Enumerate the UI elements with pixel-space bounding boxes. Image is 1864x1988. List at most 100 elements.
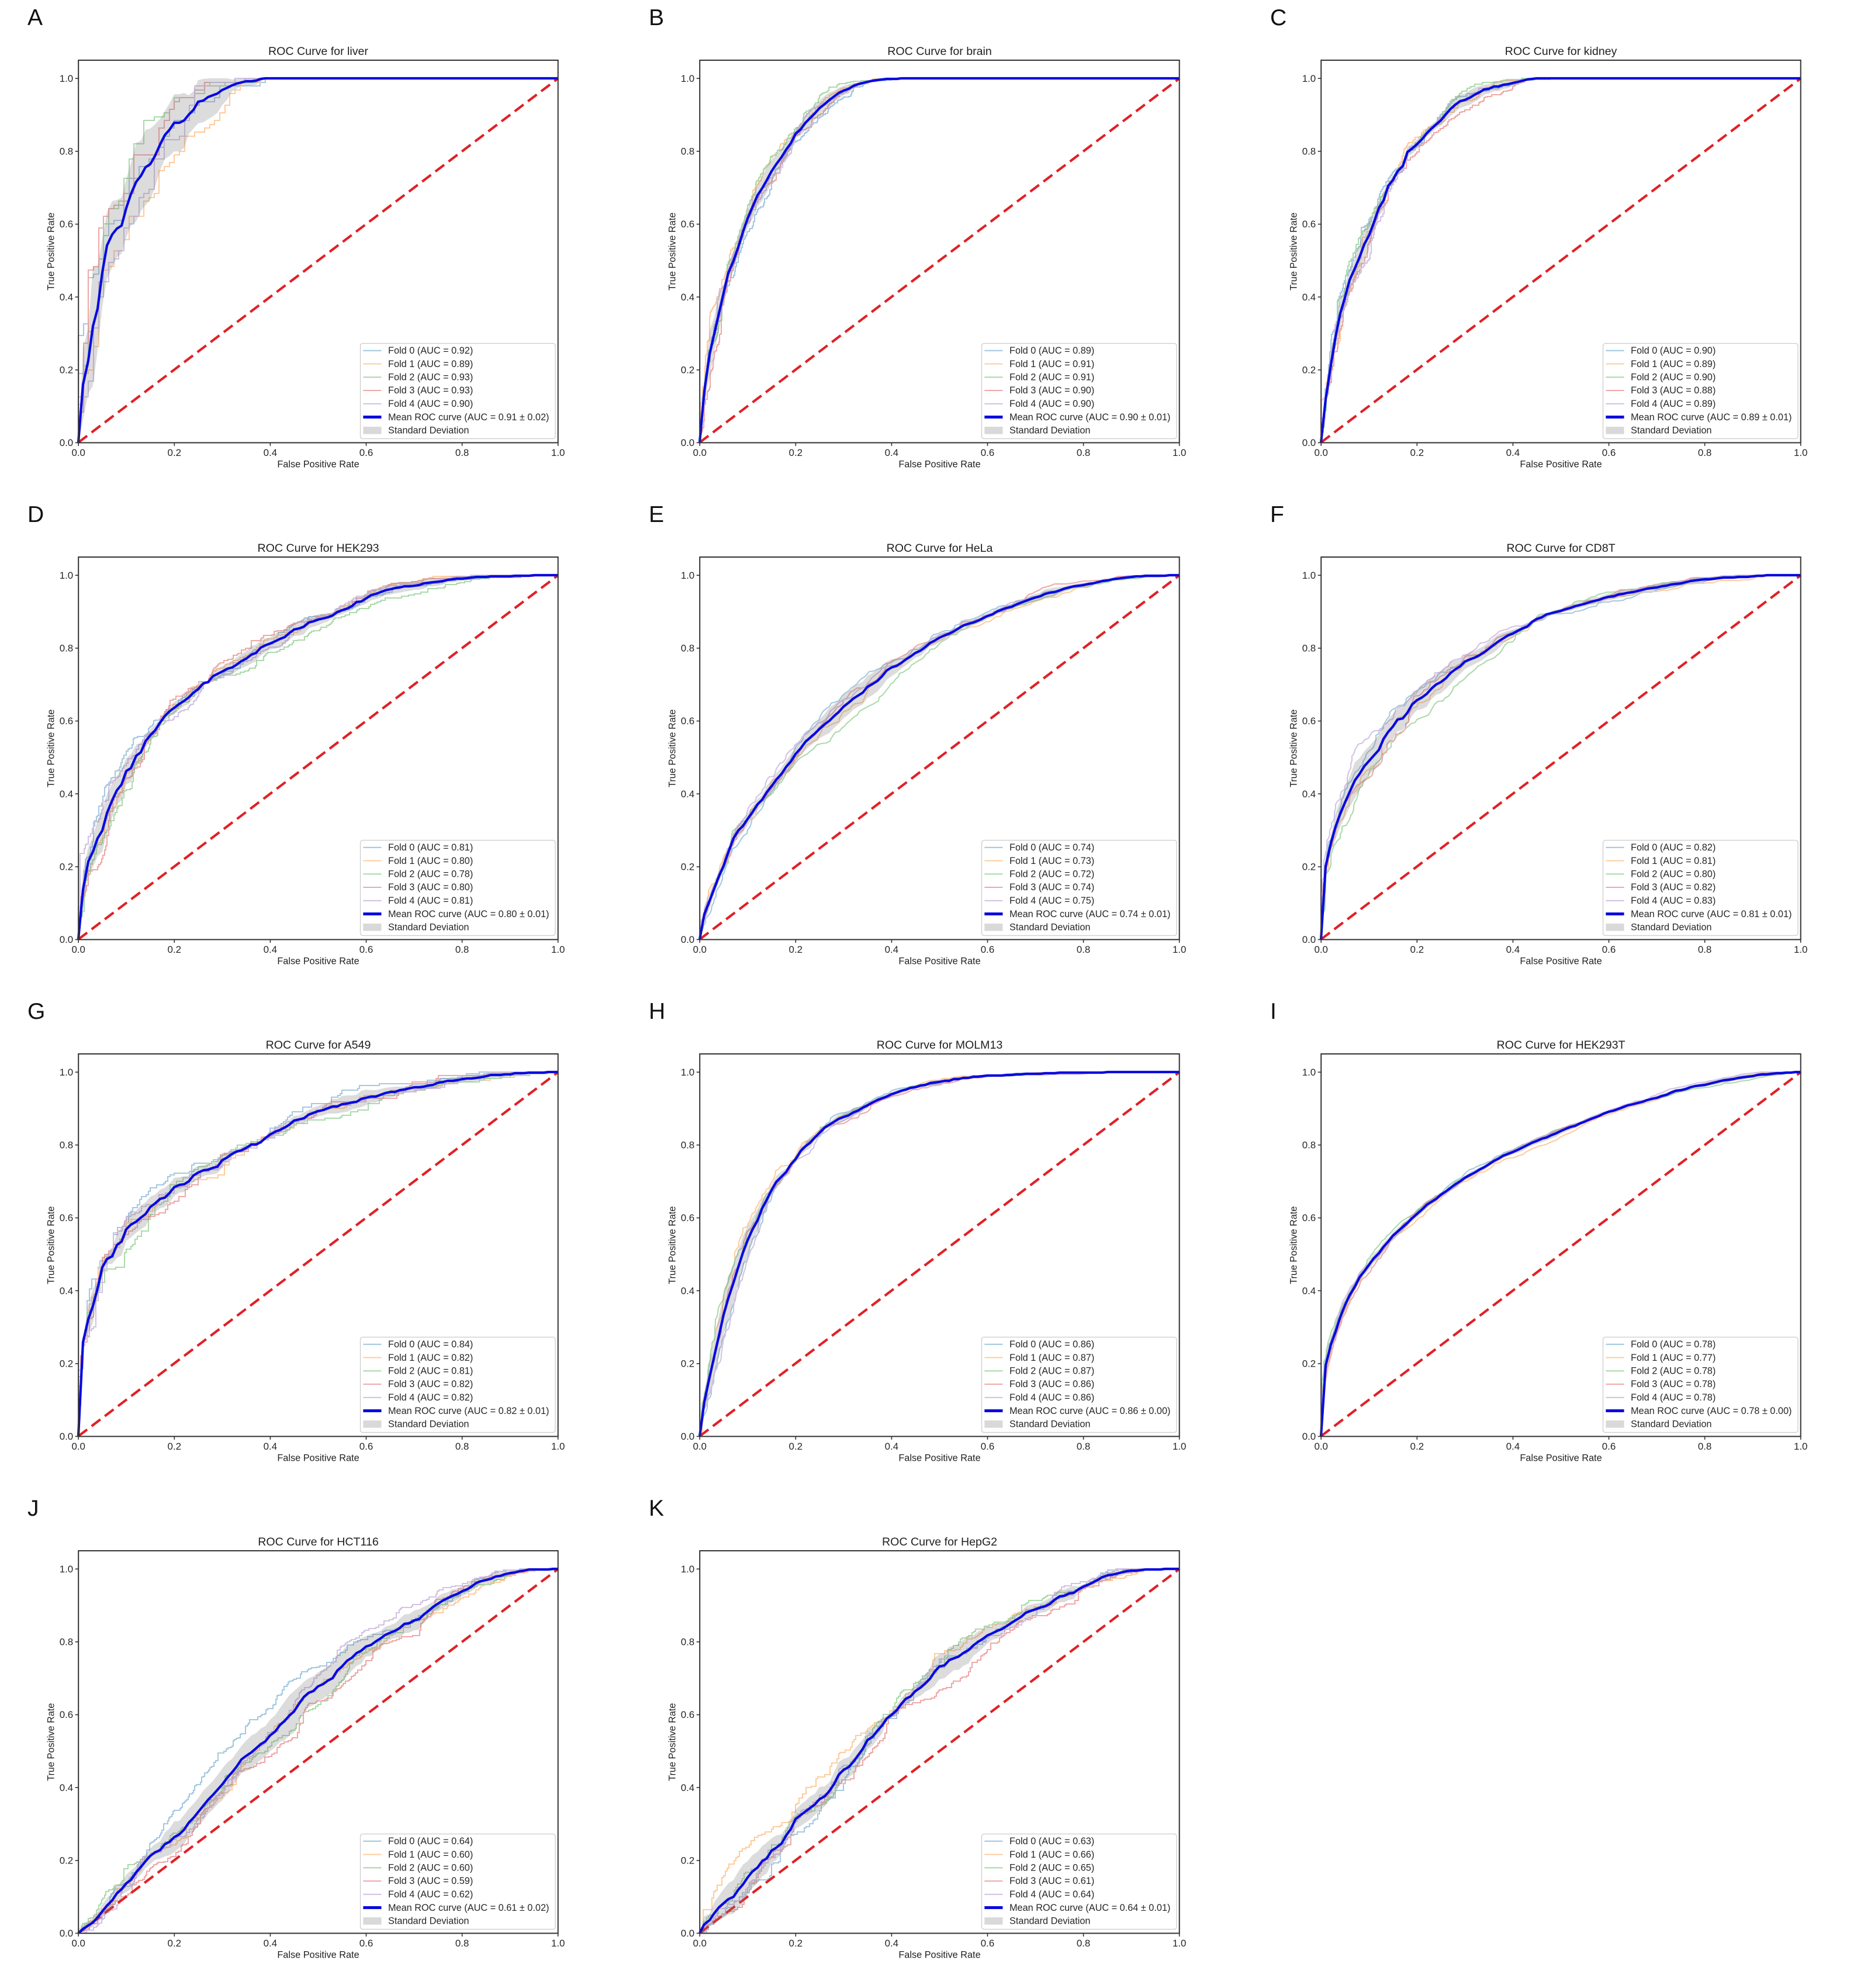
svg-text:Fold 3 (AUC = 0.86): Fold 3 (AUC = 0.86)	[1009, 1379, 1094, 1389]
svg-text:0.4: 0.4	[885, 447, 898, 458]
svg-text:0.6: 0.6	[60, 1709, 73, 1720]
svg-text:False Positive Rate: False Positive Rate	[898, 1950, 980, 1961]
svg-text:0.6: 0.6	[981, 1441, 994, 1452]
svg-text:0.4: 0.4	[60, 292, 73, 303]
svg-text:0.6: 0.6	[60, 715, 73, 727]
svg-text:0.4: 0.4	[1302, 789, 1316, 800]
svg-text:Fold 2 (AUC = 0.78): Fold 2 (AUC = 0.78)	[388, 869, 473, 880]
svg-text:0.4: 0.4	[1506, 1441, 1520, 1452]
svg-text:Fold 0 (AUC = 0.63): Fold 0 (AUC = 0.63)	[1009, 1836, 1094, 1847]
svg-text:0.6: 0.6	[359, 1441, 373, 1452]
svg-text:0.8: 0.8	[455, 447, 469, 458]
svg-text:0.2: 0.2	[60, 365, 73, 376]
svg-text:1.0: 1.0	[60, 73, 73, 84]
svg-text:Fold 3 (AUC = 0.93): Fold 3 (AUC = 0.93)	[388, 385, 473, 396]
svg-text:0.4: 0.4	[681, 789, 694, 800]
svg-text:0.0: 0.0	[1302, 437, 1316, 448]
svg-text:1.0: 1.0	[551, 447, 565, 458]
svg-text:0.0: 0.0	[1314, 447, 1327, 458]
svg-text:Fold 1 (AUC = 0.91): Fold 1 (AUC = 0.91)	[1009, 359, 1094, 369]
svg-text:ROC Curve for HeLa: ROC Curve for HeLa	[887, 542, 993, 555]
svg-text:Fold 0 (AUC = 0.82): Fold 0 (AUC = 0.82)	[1631, 842, 1716, 853]
svg-text:Fold 2 (AUC = 0.90): Fold 2 (AUC = 0.90)	[1631, 372, 1716, 383]
svg-text:0.4: 0.4	[264, 1938, 277, 1949]
svg-text:Fold 4 (AUC = 0.62): Fold 4 (AUC = 0.62)	[388, 1889, 473, 1900]
svg-text:1.0: 1.0	[60, 1067, 73, 1078]
svg-text:0.8: 0.8	[1698, 1441, 1711, 1452]
svg-text:0.2: 0.2	[168, 447, 181, 458]
svg-text:True Positive Rate: True Positive Rate	[668, 710, 678, 787]
svg-text:Fold 1 (AUC = 0.80): Fold 1 (AUC = 0.80)	[388, 856, 473, 866]
svg-text:Standard Deviation: Standard Deviation	[388, 1916, 469, 1927]
svg-text:0.2: 0.2	[168, 944, 181, 955]
svg-text:0.2: 0.2	[789, 1441, 803, 1452]
svg-text:I: I	[1270, 999, 1277, 1024]
svg-text:0.0: 0.0	[60, 934, 73, 945]
svg-text:Standard Deviation: Standard Deviation	[1009, 922, 1090, 933]
svg-text:Fold 2 (AUC = 0.60): Fold 2 (AUC = 0.60)	[388, 1863, 473, 1873]
svg-text:0.0: 0.0	[681, 934, 694, 945]
svg-text:ROC Curve for MOLM13: ROC Curve for MOLM13	[877, 1039, 1003, 1052]
svg-text:0.8: 0.8	[1302, 1140, 1316, 1151]
svg-text:0.4: 0.4	[60, 1285, 73, 1296]
svg-text:Fold 2 (AUC = 0.78): Fold 2 (AUC = 0.78)	[1631, 1366, 1716, 1377]
svg-text:Fold 3 (AUC = 0.74): Fold 3 (AUC = 0.74)	[1009, 882, 1094, 893]
svg-text:Standard Deviation: Standard Deviation	[388, 426, 469, 436]
svg-text:0.4: 0.4	[1302, 292, 1316, 303]
svg-text:Mean ROC curve (AUC = 0.86 ± 0: Mean ROC curve (AUC = 0.86 ± 0.00)	[1009, 1406, 1170, 1416]
svg-text:Fold 3 (AUC = 0.88): Fold 3 (AUC = 0.88)	[1631, 385, 1716, 396]
svg-text:Fold 1 (AUC = 0.87): Fold 1 (AUC = 0.87)	[1009, 1353, 1094, 1363]
svg-text:Fold 3 (AUC = 0.82): Fold 3 (AUC = 0.82)	[1631, 882, 1716, 893]
svg-text:0.6: 0.6	[681, 219, 694, 230]
svg-text:0.4: 0.4	[885, 1938, 898, 1949]
svg-text:0.8: 0.8	[455, 944, 469, 955]
svg-text:Standard Deviation: Standard Deviation	[388, 1419, 469, 1430]
svg-text:0.8: 0.8	[681, 1140, 694, 1151]
svg-text:0.4: 0.4	[1506, 944, 1520, 955]
svg-text:Standard Deviation: Standard Deviation	[388, 922, 469, 933]
svg-text:0.2: 0.2	[1302, 365, 1316, 376]
svg-text:E: E	[649, 502, 664, 527]
svg-text:ROC Curve for HEK293T: ROC Curve for HEK293T	[1497, 1039, 1626, 1052]
svg-text:Fold 1 (AUC = 0.89): Fold 1 (AUC = 0.89)	[388, 359, 473, 369]
svg-text:0.2: 0.2	[681, 1855, 694, 1866]
svg-text:Fold 4 (AUC = 0.78): Fold 4 (AUC = 0.78)	[1631, 1392, 1716, 1403]
svg-text:1.0: 1.0	[681, 1067, 694, 1078]
svg-text:0.4: 0.4	[681, 292, 694, 303]
svg-text:Standard Deviation: Standard Deviation	[1009, 1419, 1090, 1430]
svg-text:0.2: 0.2	[60, 862, 73, 873]
svg-text:1.0: 1.0	[1794, 447, 1807, 458]
svg-text:0.6: 0.6	[359, 1938, 373, 1949]
svg-text:1.0: 1.0	[681, 73, 694, 84]
svg-text:0.6: 0.6	[1602, 1441, 1616, 1452]
svg-text:0.2: 0.2	[1302, 862, 1316, 873]
svg-text:True Positive Rate: True Positive Rate	[1289, 710, 1299, 787]
svg-text:1.0: 1.0	[551, 1441, 565, 1452]
svg-text:1.0: 1.0	[551, 1938, 565, 1949]
svg-text:Standard Deviation: Standard Deviation	[1631, 426, 1711, 436]
svg-text:Fold 4 (AUC = 0.82): Fold 4 (AUC = 0.82)	[388, 1392, 473, 1403]
svg-text:Standard Deviation: Standard Deviation	[1009, 426, 1090, 436]
svg-text:0.4: 0.4	[681, 1782, 694, 1793]
svg-text:0.6: 0.6	[359, 944, 373, 955]
svg-text:0.0: 0.0	[1302, 1431, 1316, 1442]
svg-text:ROC Curve for brain: ROC Curve for brain	[887, 45, 992, 58]
svg-text:Fold 0 (AUC = 0.92): Fold 0 (AUC = 0.92)	[388, 345, 473, 356]
svg-text:0.0: 0.0	[71, 1938, 85, 1949]
svg-text:1.0: 1.0	[60, 1564, 73, 1575]
svg-text:0.6: 0.6	[359, 447, 373, 458]
svg-text:True Positive Rate: True Positive Rate	[46, 1206, 57, 1284]
svg-text:0.0: 0.0	[681, 1431, 694, 1442]
svg-text:True Positive Rate: True Positive Rate	[668, 213, 678, 291]
svg-text:0.0: 0.0	[60, 1928, 73, 1939]
svg-text:Fold 2 (AUC = 0.93): Fold 2 (AUC = 0.93)	[388, 372, 473, 383]
svg-text:1.0: 1.0	[1302, 73, 1316, 84]
svg-text:Fold 4 (AUC = 0.86): Fold 4 (AUC = 0.86)	[1009, 1392, 1094, 1403]
svg-text:ROC Curve for kidney: ROC Curve for kidney	[1505, 45, 1617, 58]
svg-text:0.6: 0.6	[1302, 1212, 1316, 1223]
svg-text:0.6: 0.6	[60, 1212, 73, 1223]
svg-text:Fold 2 (AUC = 0.65): Fold 2 (AUC = 0.65)	[1009, 1863, 1094, 1873]
svg-text:0.6: 0.6	[60, 219, 73, 230]
svg-text:1.0: 1.0	[1302, 570, 1316, 581]
svg-text:0.8: 0.8	[1077, 1441, 1090, 1452]
